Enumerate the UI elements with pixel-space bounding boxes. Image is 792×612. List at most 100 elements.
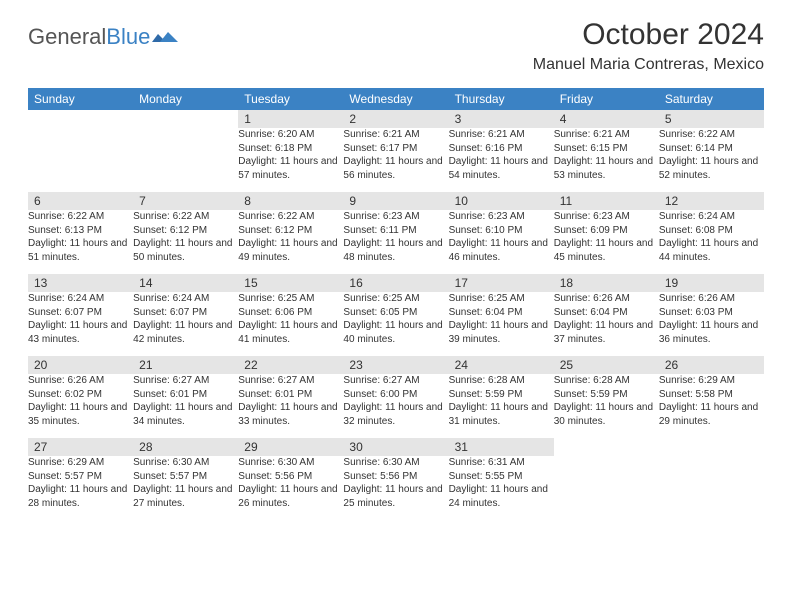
daynum-cell [28,110,133,128]
day-cell [133,128,238,192]
sunset-text: Sunset: 6:04 PM [449,306,554,320]
daynum-cell: 13 [28,274,133,292]
sunset-text: Sunset: 6:11 PM [343,224,448,238]
daynum-cell: 4 [554,110,659,128]
sunrise-text: Sunrise: 6:20 AM [238,128,343,142]
daylight-text: Daylight: 11 hours and 29 minutes. [659,401,764,428]
day-number: 4 [554,110,659,128]
day-cell: Sunrise: 6:23 AMSunset: 6:11 PMDaylight:… [343,210,448,274]
weekday-header: Wednesday [343,88,448,110]
daylight-text: Daylight: 11 hours and 34 minutes. [133,401,238,428]
daynum-cell: 24 [449,356,554,374]
brand-part2: Blue [106,24,150,50]
day-number: 18 [554,274,659,292]
header: GeneralBlue October 2024 Manuel Maria Co… [28,18,764,74]
day-number: 13 [28,274,133,292]
sunrise-text: Sunrise: 6:31 AM [449,456,554,470]
sunrise-text: Sunrise: 6:28 AM [554,374,659,388]
daynum-cell: 11 [554,192,659,210]
weekday-header: Sunday [28,88,133,110]
sunrise-text: Sunrise: 6:24 AM [659,210,764,224]
sunrise-text: Sunrise: 6:29 AM [659,374,764,388]
day-number: 26 [659,356,764,374]
day-cell: Sunrise: 6:21 AMSunset: 6:16 PMDaylight:… [449,128,554,192]
day-number: 27 [28,438,133,456]
daylight-text: Daylight: 11 hours and 46 minutes. [449,237,554,264]
day-cell: Sunrise: 6:26 AMSunset: 6:04 PMDaylight:… [554,292,659,356]
daynum-cell: 26 [659,356,764,374]
daylight-text: Daylight: 11 hours and 52 minutes. [659,155,764,182]
sunset-text: Sunset: 6:13 PM [28,224,133,238]
sunset-text: Sunset: 6:18 PM [238,142,343,156]
day-cell: Sunrise: 6:22 AMSunset: 6:12 PMDaylight:… [133,210,238,274]
day-cell: Sunrise: 6:25 AMSunset: 6:06 PMDaylight:… [238,292,343,356]
sunrise-text: Sunrise: 6:24 AM [133,292,238,306]
daylight-text: Daylight: 11 hours and 54 minutes. [449,155,554,182]
weekday-header: Friday [554,88,659,110]
day-number: 24 [449,356,554,374]
daynum-cell: 29 [238,438,343,456]
day-number: 12 [659,192,764,210]
daylight-text: Daylight: 11 hours and 35 minutes. [28,401,133,428]
daylight-text: Daylight: 11 hours and 40 minutes. [343,319,448,346]
sunrise-text: Sunrise: 6:26 AM [659,292,764,306]
sunrise-text: Sunrise: 6:21 AM [554,128,659,142]
day-cell: Sunrise: 6:23 AMSunset: 6:09 PMDaylight:… [554,210,659,274]
daynum-cell: 23 [343,356,448,374]
daynum-cell: 3 [449,110,554,128]
content-row: Sunrise: 6:24 AMSunset: 6:07 PMDaylight:… [28,292,764,356]
day-number: 31 [449,438,554,456]
day-cell: Sunrise: 6:24 AMSunset: 6:07 PMDaylight:… [28,292,133,356]
sunrise-text: Sunrise: 6:30 AM [133,456,238,470]
daynum-cell: 27 [28,438,133,456]
day-cell: Sunrise: 6:30 AMSunset: 5:56 PMDaylight:… [343,456,448,520]
daynum-cell: 18 [554,274,659,292]
daylight-text: Daylight: 11 hours and 28 minutes. [28,483,133,510]
daylight-text: Daylight: 11 hours and 32 minutes. [343,401,448,428]
sunrise-text: Sunrise: 6:22 AM [238,210,343,224]
day-number: 16 [343,274,448,292]
sunset-text: Sunset: 6:15 PM [554,142,659,156]
day-number: 5 [659,110,764,128]
daynum-row: 2728293031 [28,438,764,456]
day-cell [28,128,133,192]
sunrise-text: Sunrise: 6:22 AM [28,210,133,224]
daylight-text: Daylight: 11 hours and 48 minutes. [343,237,448,264]
sunrise-text: Sunrise: 6:29 AM [28,456,133,470]
daynum-cell: 16 [343,274,448,292]
daynum-cell: 1 [238,110,343,128]
sunset-text: Sunset: 5:58 PM [659,388,764,402]
day-number: 11 [554,192,659,210]
sunset-text: Sunset: 5:57 PM [28,470,133,484]
sunset-text: Sunset: 5:59 PM [449,388,554,402]
sunrise-text: Sunrise: 6:24 AM [28,292,133,306]
daynum-row: 12345 [28,110,764,128]
sunrise-text: Sunrise: 6:23 AM [343,210,448,224]
daynum-cell: 30 [343,438,448,456]
content-row: Sunrise: 6:20 AMSunset: 6:18 PMDaylight:… [28,128,764,192]
weekday-header: Saturday [659,88,764,110]
daynum-cell: 6 [28,192,133,210]
daylight-text: Daylight: 11 hours and 33 minutes. [238,401,343,428]
daynum-cell: 25 [554,356,659,374]
day-cell: Sunrise: 6:27 AMSunset: 6:01 PMDaylight:… [238,374,343,438]
day-cell: Sunrise: 6:24 AMSunset: 6:08 PMDaylight:… [659,210,764,274]
sunset-text: Sunset: 6:00 PM [343,388,448,402]
day-cell: Sunrise: 6:26 AMSunset: 6:02 PMDaylight:… [28,374,133,438]
daynum-cell: 22 [238,356,343,374]
daylight-text: Daylight: 11 hours and 57 minutes. [238,155,343,182]
daynum-cell [659,438,764,456]
daynum-row: 20212223242526 [28,356,764,374]
day-number: 29 [238,438,343,456]
day-cell: Sunrise: 6:28 AMSunset: 5:59 PMDaylight:… [449,374,554,438]
sunset-text: Sunset: 5:59 PM [554,388,659,402]
daynum-cell: 5 [659,110,764,128]
day-number: 17 [449,274,554,292]
day-number: 9 [343,192,448,210]
daynum-cell: 9 [343,192,448,210]
day-cell: Sunrise: 6:31 AMSunset: 5:55 PMDaylight:… [449,456,554,520]
daylight-text: Daylight: 11 hours and 53 minutes. [554,155,659,182]
sunset-text: Sunset: 6:01 PM [133,388,238,402]
daylight-text: Daylight: 11 hours and 30 minutes. [554,401,659,428]
day-cell: Sunrise: 6:22 AMSunset: 6:14 PMDaylight:… [659,128,764,192]
